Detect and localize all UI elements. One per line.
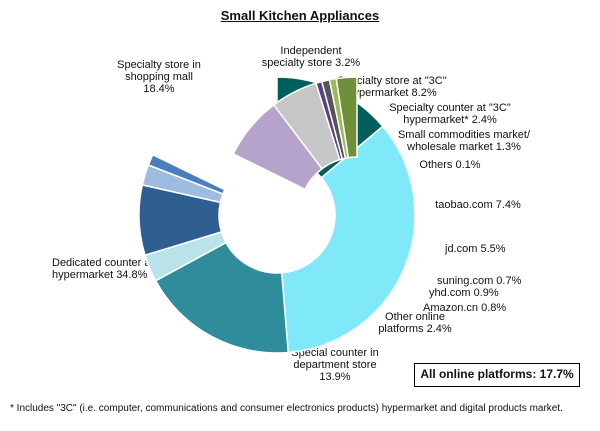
label-yhd-com-0-9: yhd.com 0.9% <box>429 287 499 299</box>
chart-title: Small Kitchen Appliances <box>220 8 380 23</box>
label-small-commodities-market: Small commodities market/wholesale marke… <box>398 129 531 153</box>
label-dedicated-counter-at: Dedicated counter at hypermarket 34.8% <box>52 257 154 281</box>
label-specialty-store-at-3c: Specialty store at "3C" hypermarket 8.2% <box>337 75 446 99</box>
label-jd-com-5-5: jd.com 5.5% <box>444 243 506 255</box>
label-specialty-store-in: Specialty store in shopping mall 18.4% <box>117 59 201 95</box>
slice-specialty-store-in <box>154 241 290 354</box>
label-independent: Independent specialty store 3.2% <box>262 45 361 69</box>
footnote: * Includes "3C" (i.e. computer, communic… <box>10 403 563 414</box>
label-other-online: Other online platforms 2.4% <box>378 311 452 335</box>
label-amazon-cn-0-8: Amazon.cn 0.8% <box>423 302 506 314</box>
label-special-counter-in: Special counter in department store 13.9% <box>291 347 378 383</box>
label-suning-com-0-7: suning.com 0.7% <box>437 275 522 287</box>
online-total-box: All online platforms: 17.7% <box>414 363 580 387</box>
slice-others-0-1 <box>151 152 227 191</box>
label-taobao-com-7-4: taobao.com 7.4% <box>435 199 521 211</box>
slice-dedicated-counter-at <box>280 125 416 354</box>
label-specialty-counter-at-3c: Specialty counter at "3C" hypermarket* 2.… <box>389 102 511 126</box>
label-others-0-1: Others 0.1% <box>419 159 480 171</box>
slice-other-online <box>335 76 358 159</box>
